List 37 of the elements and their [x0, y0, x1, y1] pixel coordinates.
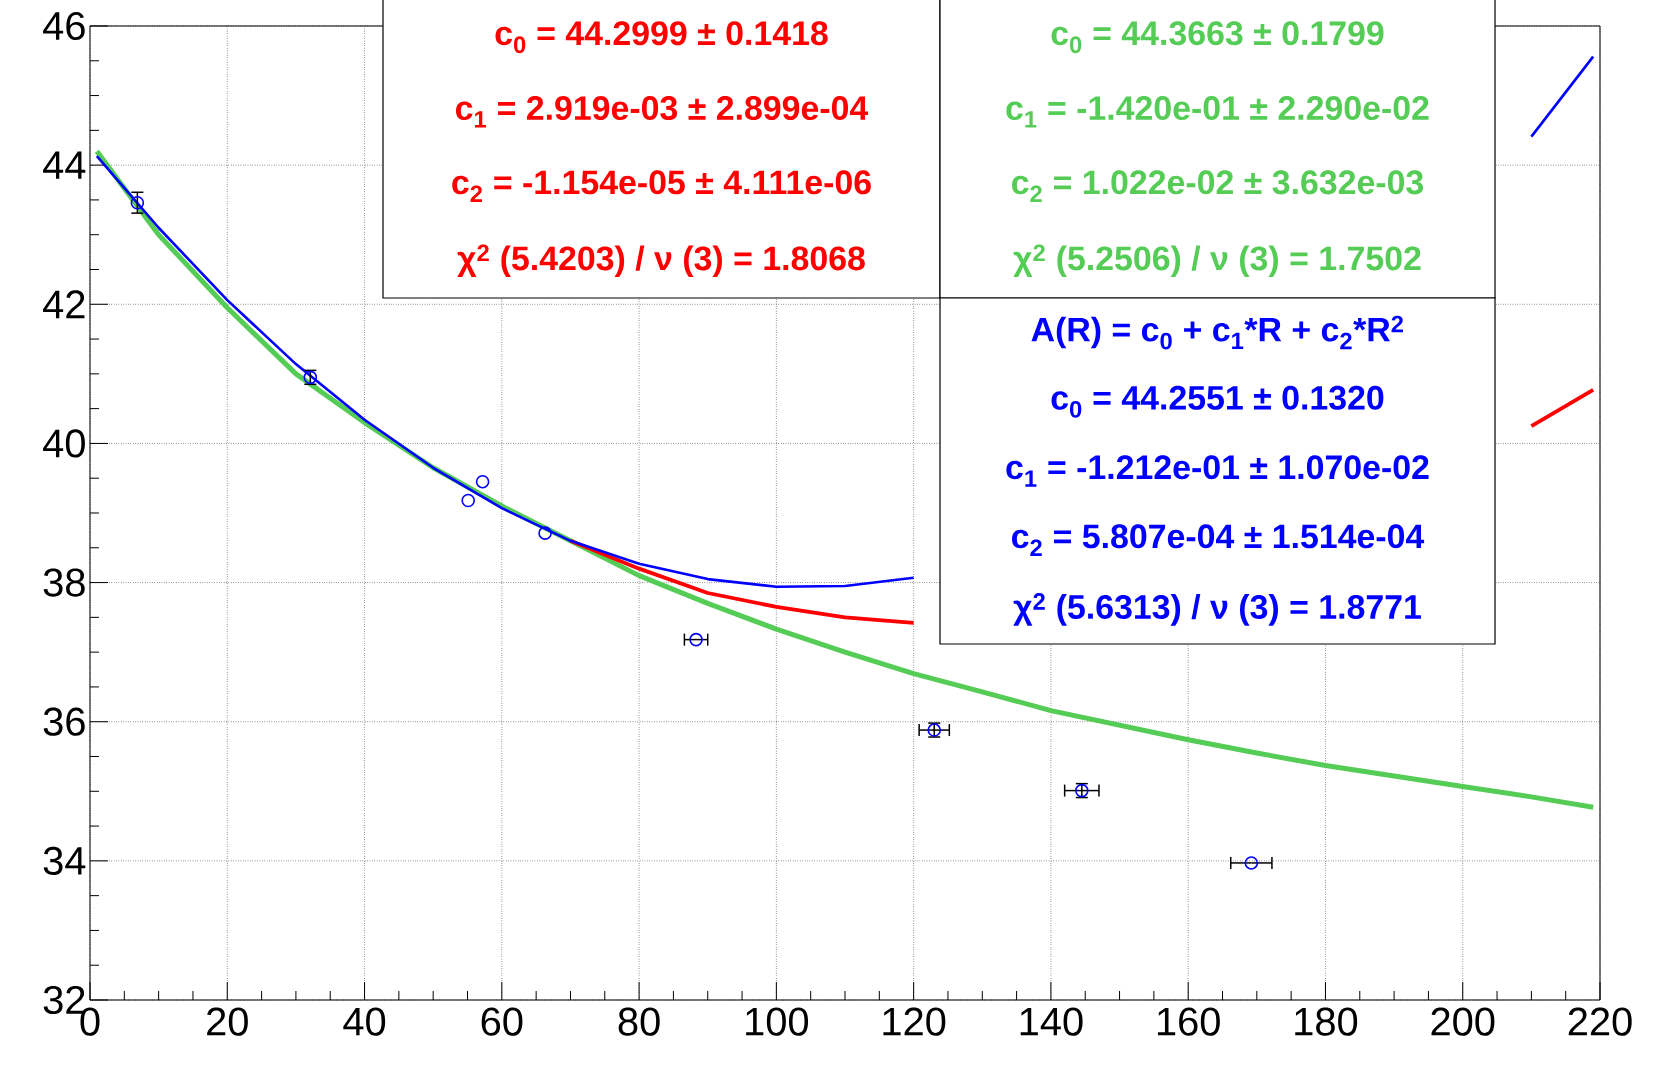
x-tick-label: 140 [1020, 1007, 1083, 1036]
x-tick-label: 60 [481, 1007, 523, 1036]
x-tick-label: 100 [746, 1007, 809, 1036]
annotation: c$_{0}$ = 44.2551 ± 0.1320 [1051, 385, 1384, 418]
point [689, 632, 703, 647]
annotation: c$_{2}$ = 1.022e-02 ± 3.632e-03 [1012, 170, 1424, 203]
x-tick-label: 20 [207, 1007, 248, 1036]
y-tick-label: 40 [43, 429, 85, 458]
annotation: c$_{1}$ = 2.919e-03 ± 2.899e-04 [456, 96, 869, 128]
annotation: χ$^{2}$ (5.4203) / ν (3) = 1.8068 [457, 244, 865, 278]
annotation: A(R) = c$_{0}$ + c$_{1}$*R + c$_{2}$*R$^{2}$ [1031, 315, 1403, 350]
point [538, 526, 552, 540]
annotation: c$_{1}$ = -1.212e-01 ± 1.070e-02 [1006, 455, 1429, 487]
point [130, 195, 145, 210]
point [1244, 856, 1259, 870]
annotation: c$_{0}$ = 44.3663 ± 0.1799 [1051, 21, 1384, 54]
annotation: c$_{2}$ = -1.154e-05 ± 4.111e-06 [452, 170, 871, 203]
y-tick-label: 42 [43, 290, 85, 319]
point [461, 493, 475, 508]
x-tick-label: 80 [618, 1007, 660, 1036]
annotation: c$_{1}$ = -1.420e-01 ± 2.290e-02 [1006, 96, 1429, 128]
y-tick-label: 46 [43, 11, 85, 41]
annotation: c$_{2}$ = 5.807e-04 ± 1.514e-04 [1012, 524, 1425, 557]
x-tick-label: 160 [1157, 1007, 1220, 1036]
x-tick-label: 40 [343, 1007, 386, 1036]
x-tick-label: 200 [1431, 1007, 1495, 1036]
annotation: χ$^{2}$ (5.2506) / ν (3) = 1.7502 [1013, 244, 1421, 278]
annotation: c$_{0}$ = 44.2999 ± 0.1418 [495, 21, 828, 54]
y-tick-label: 34 [43, 846, 86, 875]
y-tick-label: 44 [43, 151, 86, 179]
x-tick-label: 220 [1568, 1007, 1632, 1036]
x-tick-label: 180 [1295, 1007, 1358, 1036]
y-tick-label: 38 [43, 568, 85, 597]
annotation: χ$^{2}$ (5.6313) / ν (3) = 1.8771 [1013, 593, 1421, 626]
point [475, 474, 490, 489]
x-tick-label: 120 [883, 1007, 946, 1036]
y-tick-label: 36 [43, 707, 85, 736]
